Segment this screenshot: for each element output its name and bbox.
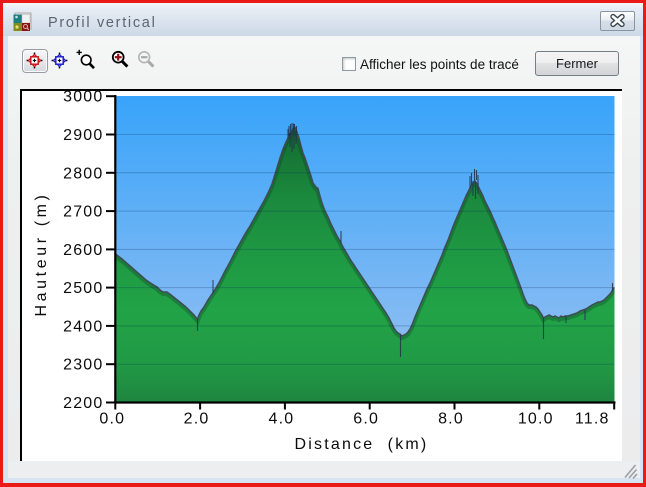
svg-text:2300: 2300 <box>63 357 103 374</box>
svg-text:2600: 2600 <box>63 242 103 259</box>
svg-text:Hauteur (m): Hauteur (m) <box>33 192 50 317</box>
svg-text:11.8: 11.8 <box>575 411 610 428</box>
svg-text:10.0: 10.0 <box>518 411 554 428</box>
svg-text:2800: 2800 <box>63 165 103 182</box>
svg-text:2900: 2900 <box>63 127 103 144</box>
svg-text:2.0: 2.0 <box>184 411 210 428</box>
svg-text:6.0: 6.0 <box>353 411 379 428</box>
svg-text:8.0: 8.0 <box>438 411 464 428</box>
svg-text:2500: 2500 <box>63 280 103 297</box>
svg-text:2200: 2200 <box>63 395 103 412</box>
svg-text:2400: 2400 <box>63 318 103 335</box>
svg-text:2700: 2700 <box>63 204 103 221</box>
svg-text:Distance (km): Distance (km) <box>295 436 429 453</box>
svg-text:3000: 3000 <box>63 89 103 106</box>
svg-text:0.0: 0.0 <box>99 411 125 428</box>
svg-text:4.0: 4.0 <box>268 411 294 428</box>
